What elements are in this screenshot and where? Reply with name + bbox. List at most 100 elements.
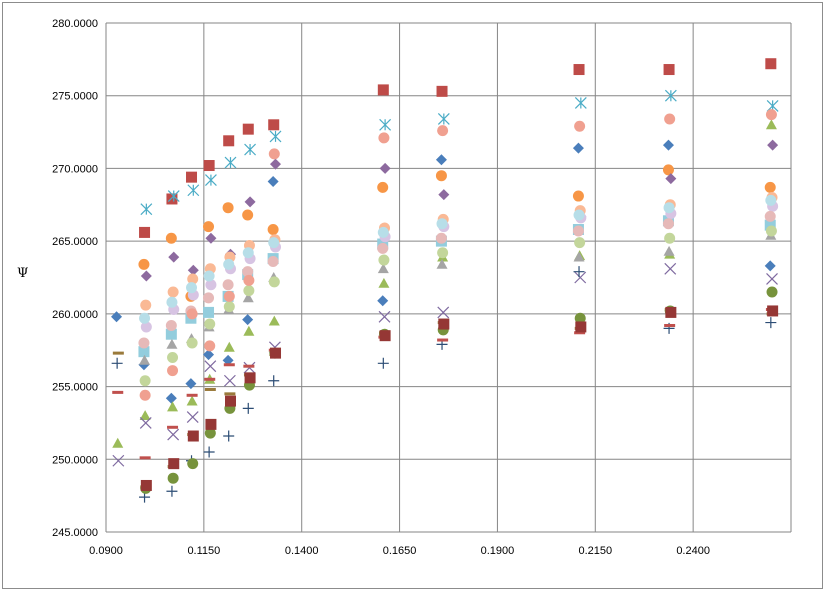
y-tick-label: 260.0000 <box>52 309 98 321</box>
data-point <box>242 123 254 135</box>
data-point <box>168 251 180 263</box>
data-point <box>166 485 178 497</box>
data-point <box>186 393 198 397</box>
data-point <box>186 171 198 183</box>
data-point <box>379 330 391 342</box>
data-point <box>203 160 215 172</box>
data-point <box>203 306 215 318</box>
data-point <box>437 338 449 342</box>
data-point <box>267 224 279 236</box>
data-point <box>664 232 676 244</box>
data-point <box>574 120 586 132</box>
x-tick-label: 0.2150 <box>578 545 612 557</box>
data-point <box>223 363 235 367</box>
x-tick-label: 0.0900 <box>89 545 123 557</box>
data-point <box>572 190 584 202</box>
data-point <box>767 139 779 151</box>
data-point <box>437 113 450 125</box>
data-point <box>138 346 150 358</box>
data-point <box>268 375 280 387</box>
data-point <box>662 139 674 151</box>
data-point <box>377 226 389 238</box>
data-point <box>270 158 282 170</box>
data-point <box>139 410 151 421</box>
data-point <box>574 312 586 324</box>
data-point <box>203 349 215 361</box>
data-point <box>766 273 778 285</box>
data-point <box>222 354 234 366</box>
data-point <box>665 173 677 185</box>
data-point <box>765 58 777 70</box>
data-point <box>242 292 254 303</box>
data-point <box>765 225 777 237</box>
data-point <box>186 337 198 349</box>
data-point <box>377 181 389 193</box>
data-point <box>167 190 180 202</box>
data-point <box>165 328 177 340</box>
data-point <box>573 64 585 76</box>
data-point <box>223 341 235 352</box>
data-points <box>111 58 779 503</box>
data-point <box>573 266 585 278</box>
data-point <box>139 417 152 429</box>
data-point <box>111 357 123 369</box>
data-point <box>662 218 674 230</box>
data-point <box>437 306 450 319</box>
data-point <box>203 270 215 282</box>
data-point <box>186 395 198 406</box>
data-point <box>242 314 254 326</box>
data-point <box>767 305 779 317</box>
data-point <box>223 301 235 313</box>
y-tick-label: 280.0000 <box>52 18 98 30</box>
data-point <box>665 306 677 318</box>
data-point <box>573 209 585 221</box>
data-point <box>437 247 449 259</box>
data-point <box>268 119 280 131</box>
data-point <box>140 299 152 311</box>
data-point <box>205 174 217 186</box>
data-point <box>765 109 777 121</box>
data-point <box>139 456 151 460</box>
data-point <box>664 113 676 125</box>
data-point <box>764 219 776 231</box>
data-point <box>140 270 152 282</box>
data-point <box>187 458 199 470</box>
data-point <box>224 156 237 169</box>
data-point <box>242 247 254 259</box>
data-point <box>187 184 200 197</box>
data-point <box>223 374 236 387</box>
data-point <box>268 276 280 288</box>
data-point <box>377 242 389 254</box>
data-point <box>574 271 587 284</box>
data-point <box>205 279 217 291</box>
data-point <box>435 232 447 244</box>
data-point <box>267 176 279 188</box>
data-point <box>242 402 254 414</box>
data-point <box>203 446 215 458</box>
data-point <box>574 237 586 249</box>
x-tick-labels: 0.0900 0.1150 0.1400 0.1650 0.1900 0.2150 0.24… <box>89 545 710 557</box>
data-point <box>139 375 151 387</box>
data-point <box>268 148 280 160</box>
x-tick-label: 0.2400 <box>676 545 710 557</box>
data-point <box>436 218 448 230</box>
data-point <box>378 310 391 323</box>
data-point <box>268 237 280 249</box>
data-point <box>244 372 256 384</box>
data-point <box>222 279 234 291</box>
data-point <box>575 321 587 333</box>
data-point <box>664 323 676 327</box>
data-point <box>572 225 584 237</box>
data-point <box>112 454 125 467</box>
data-point <box>436 85 448 97</box>
data-point <box>766 286 778 298</box>
data-point <box>224 392 236 396</box>
data-point <box>765 119 777 130</box>
data-point <box>663 64 675 76</box>
data-point <box>167 351 179 363</box>
data-point <box>223 258 235 270</box>
data-point <box>186 282 198 294</box>
data-point <box>167 286 179 298</box>
